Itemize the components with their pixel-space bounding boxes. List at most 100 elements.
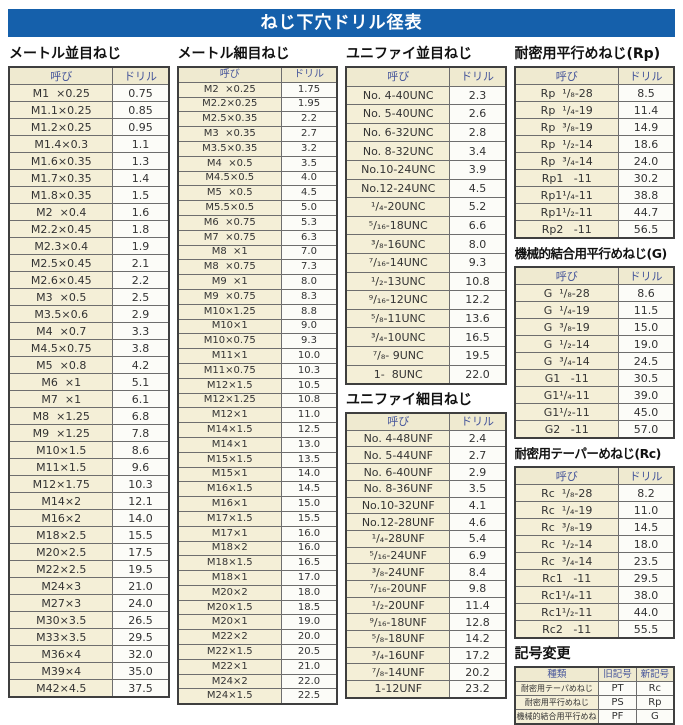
thread-name-cell: M18×2 — [177, 540, 282, 557]
thread-name-cell: Rp ¹/₈-28 — [514, 84, 619, 102]
drill-value-cell: G — [635, 709, 675, 725]
table-row: ⁷/₁₆-20UNF 9.8 — [345, 579, 506, 598]
table-row: Rc ¹/₂-14 18.0 — [514, 535, 675, 553]
table-row: ⁷/₈-14UNF 20.2 — [345, 663, 506, 682]
thread-name-cell: M20×2 — [177, 584, 282, 601]
thread-name-cell: Rp1¹/₄-11 — [514, 186, 619, 204]
thread-name-cell: G2 -11 — [514, 420, 619, 439]
section-title-unified-coarse: ユニファイ並目ねじ — [346, 46, 472, 62]
table-row: M10×1.25 8.8 — [177, 303, 338, 320]
drill-value-cell: 11.4 — [617, 101, 675, 119]
column-header: 呼び — [345, 412, 451, 431]
drill-value-cell: 5.2 — [449, 197, 506, 217]
thread-name-cell: M8 ×0.75 — [177, 259, 282, 276]
column-header: 呼び — [345, 66, 451, 87]
thread-name-cell: ⁹/₁₆-18UNF — [345, 613, 451, 632]
thread-name-cell: ¹/₄-28UNF — [345, 529, 451, 548]
drill-value-cell: 38.0 — [617, 586, 675, 604]
thread-name-cell: M2.3×0.4 — [8, 237, 114, 255]
table-row: G1 -11 30.5 — [514, 369, 675, 387]
table-row: Rc ³/₄-14 23.5 — [514, 552, 675, 570]
header-row: 呼び ドリル — [177, 66, 338, 83]
table-row: M42×4.5 37.5 — [8, 679, 169, 698]
symbol-change-table: 種類 旧記号 新記号 耐密用テーパめねじ PT Rc 耐密用平行めねじ PS Rp 機械的結合用平… — [513, 666, 675, 725]
column-header: ドリル — [617, 66, 675, 85]
thread-name-cell: M7 ×0.75 — [177, 229, 282, 246]
drill-value-cell: 1.6 — [112, 203, 169, 221]
drill-value-cell: 2.2 — [112, 271, 169, 289]
drill-value-cell: 32.0 — [112, 645, 169, 663]
drill-value-cell: 10.8 — [280, 392, 338, 409]
drill-value-cell: 2.9 — [449, 463, 506, 481]
table-row: M10×1.5 8.6 — [8, 441, 169, 459]
thread-name-cell: Rp ³/₄-14 — [514, 152, 619, 170]
table-row: ⁵/₈-18UNF 14.2 — [345, 630, 506, 648]
thread-name-cell: No. 4-48UNF — [345, 429, 451, 448]
drill-value-cell: 2.7 — [280, 126, 338, 142]
table-row: M2.5×0.35 2.2 — [177, 111, 338, 128]
drill-value-cell: 19.5 — [112, 560, 169, 578]
drill-value-cell: 14.0 — [112, 509, 169, 527]
table-row: M39×4 35.0 — [8, 662, 169, 680]
table-row: M2.2×0.25 1.95 — [177, 96, 338, 113]
drill-value-cell: 1.8 — [112, 220, 169, 238]
table-row: Rc2 -11 55.5 — [514, 620, 675, 639]
drill-value-cell: 4.5 — [449, 178, 506, 199]
thread-name-cell: M9 ×1.25 — [8, 424, 114, 442]
drill-value-cell: 1.1 — [112, 135, 169, 153]
table-row: Rc ¹/₄-19 11.0 — [514, 501, 675, 519]
table-row: M14×1 13.0 — [177, 436, 338, 453]
drill-value-cell: 12.2 — [449, 290, 506, 310]
thread-name-cell: Rc ¹/₈-28 — [514, 484, 619, 502]
thread-name-cell: M20×2.5 — [8, 543, 114, 561]
table-row: Rp1¹/₄-11 38.8 — [514, 186, 675, 204]
column-header: 旧記号 — [598, 666, 637, 682]
drill-value-cell: Rc — [635, 681, 675, 696]
table-row: M14×1.5 12.5 — [177, 422, 338, 438]
table-row: M1.1×0.25 0.85 — [8, 101, 169, 119]
table-row: M2.2×0.45 1.8 — [8, 220, 169, 238]
thread-name-cell: M10×1 — [177, 318, 282, 335]
table-row: M7 ×1 6.1 — [8, 390, 169, 408]
drill-value-cell: 8.6 — [617, 284, 675, 302]
table-row: Rc1 -11 29.5 — [514, 569, 675, 587]
table-row: G ¹/₄-19 11.5 — [514, 301, 675, 319]
thread-name-cell: No.12-24UNC — [345, 178, 451, 199]
drill-value-cell: 11.4 — [449, 596, 506, 615]
table-row: Rp ¹/₂-14 18.6 — [514, 135, 675, 153]
table-row: M15×1.5 13.5 — [177, 451, 338, 468]
table-row: M22×2.5 19.5 — [8, 560, 169, 578]
thread-name-cell: M24×1.5 — [177, 688, 282, 705]
thread-name-cell: No. 6-40UNF — [345, 463, 451, 481]
thread-name-cell: M12×1 — [177, 407, 282, 424]
thread-name-cell: ⁵/₈-11UNC — [345, 308, 451, 329]
table-row: M4 ×0.5 3.5 — [177, 155, 338, 172]
drill-value-cell: 10.8 — [449, 271, 506, 292]
column-header: 呼び — [514, 266, 619, 285]
table-row: M2.5×0.45 2.1 — [8, 254, 169, 272]
column-header: 種類 — [513, 666, 600, 682]
column-unified: ユニファイ並目ねじ 呼び ドリル No. 4-40UNC 2.3 No. 5-40UNC… — [345, 45, 507, 699]
drill-value-cell: 26.5 — [112, 611, 169, 629]
thread-name-cell: Rc1¹/₂-11 — [514, 603, 619, 621]
column-header: ドリル — [617, 466, 675, 485]
table-row: M1.8×0.35 1.5 — [8, 186, 169, 204]
table-row: 耐密用平行めねじ PS Rp — [513, 695, 675, 710]
table-row: 1-12UNF 23.2 — [345, 680, 506, 699]
drill-value-cell: 10.3 — [280, 362, 338, 379]
drill-value-cell: 13.0 — [280, 436, 338, 453]
drill-value-cell: 4.0 — [280, 170, 338, 187]
thread-name-cell: Rc2 -11 — [514, 620, 619, 639]
header-row: 呼び ドリル — [345, 66, 506, 87]
thread-name-cell: M2.5×0.35 — [177, 111, 282, 128]
drill-value-cell: 6.6 — [449, 215, 506, 236]
table-row: Rc ³/₈-19 14.5 — [514, 518, 675, 536]
thread-name-cell: M6 ×1 — [8, 373, 114, 391]
thread-name-cell: M22×2 — [177, 629, 282, 646]
thread-name-cell: Rp ¹/₂-14 — [514, 135, 619, 153]
drill-value-cell: 4.1 — [449, 496, 506, 515]
table-row: M20×2.5 17.5 — [8, 543, 169, 561]
thread-name-cell: M14×2 — [8, 492, 114, 510]
thread-name-cell: M1 ×0.25 — [8, 84, 114, 102]
thread-name-cell: M18×2.5 — [8, 526, 114, 544]
